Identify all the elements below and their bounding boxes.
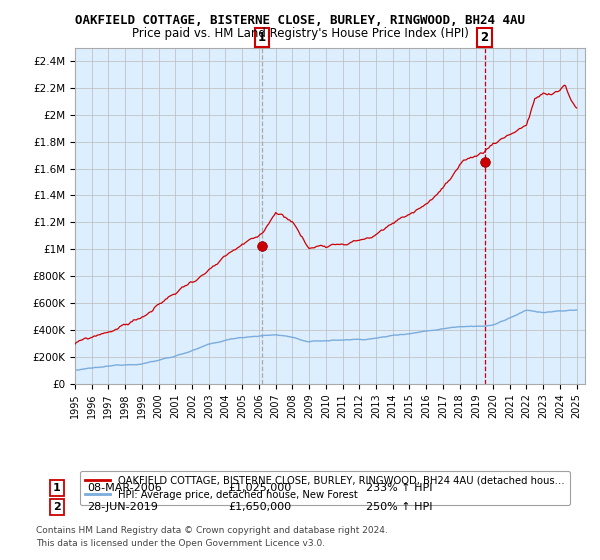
- Text: 1: 1: [258, 31, 266, 44]
- Text: £1,650,000: £1,650,000: [228, 502, 291, 512]
- Text: Price paid vs. HM Land Registry's House Price Index (HPI): Price paid vs. HM Land Registry's House …: [131, 27, 469, 40]
- Text: 28-JUN-2019: 28-JUN-2019: [87, 502, 158, 512]
- Text: OAKFIELD COTTAGE, BISTERNE CLOSE, BURLEY, RINGWOOD, BH24 4AU: OAKFIELD COTTAGE, BISTERNE CLOSE, BURLEY…: [75, 14, 525, 27]
- Text: Contains HM Land Registry data © Crown copyright and database right 2024.: Contains HM Land Registry data © Crown c…: [36, 526, 388, 535]
- Text: 1: 1: [53, 483, 61, 493]
- Text: This data is licensed under the Open Government Licence v3.0.: This data is licensed under the Open Gov…: [36, 539, 325, 548]
- Text: 250% ↑ HPI: 250% ↑ HPI: [366, 502, 433, 512]
- Text: 2: 2: [481, 31, 488, 44]
- Legend: OAKFIELD COTTAGE, BISTERNE CLOSE, BURLEY, RINGWOOD, BH24 4AU (detached hous…, HP: OAKFIELD COTTAGE, BISTERNE CLOSE, BURLEY…: [80, 471, 569, 505]
- Text: 233% ↑ HPI: 233% ↑ HPI: [366, 483, 433, 493]
- Text: 08-MAR-2006: 08-MAR-2006: [87, 483, 162, 493]
- Text: £1,025,000: £1,025,000: [228, 483, 291, 493]
- Text: 2: 2: [53, 502, 61, 512]
